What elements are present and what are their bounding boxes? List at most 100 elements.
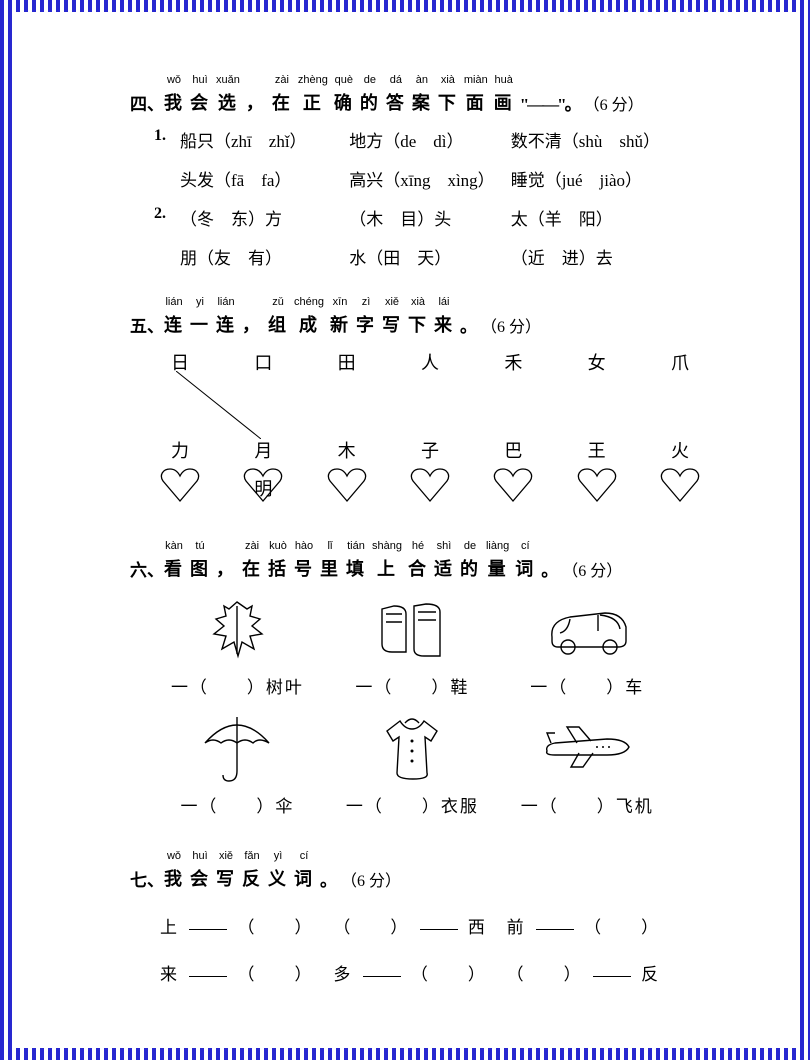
q4-cell: （冬 东）方 <box>180 205 349 230</box>
q5-bottom-col: 火 <box>660 437 700 503</box>
q6-label: 一（ ）飞机 <box>500 792 675 817</box>
umbrella-icon <box>150 712 325 784</box>
q7-cell: 来 （ ） <box>160 960 333 985</box>
dash-icon <box>536 929 574 930</box>
heart-icon <box>660 467 700 503</box>
q6-item: 一（ ）伞 <box>150 712 325 817</box>
q7-cell: （ ） 反 <box>507 960 680 985</box>
q7-title-chars: wǒ我huì会xiě写fǎn反yì义cí词 <box>164 851 320 891</box>
ruby-char: xià下 <box>438 75 458 115</box>
ruby-char: lái来 <box>434 297 454 337</box>
q6-label: 一（ ）鞋 <box>325 673 500 698</box>
q5-bottom-char: 子 <box>410 437 450 463</box>
q5-heart-blank <box>660 467 700 503</box>
q7-prefix: 七、 <box>130 866 164 891</box>
q5-top-char: 人 <box>410 349 450 375</box>
q4-num: 2. <box>154 205 180 230</box>
ruby-char: huì会 <box>190 851 210 891</box>
q4-cell: 头发（fā fa） <box>180 166 349 191</box>
q7-points: （6 分） <box>341 867 401 891</box>
ruby-char: wǒ我 <box>164 75 184 115</box>
ruby-char: xiě写 <box>216 851 236 891</box>
q4-title: 四、 wǒ我huì会xuǎn选，zài在zhèng正què确de的dá答àn案x… <box>130 75 680 115</box>
q5-bottom-char: 王 <box>577 437 617 463</box>
heart-icon <box>577 467 617 503</box>
q5-bottom-char: 月 <box>243 437 283 463</box>
q6-item: 一（ ）衣服 <box>325 712 500 817</box>
q6-item: 一（ ）车 <box>500 593 675 698</box>
q4-rows: 1.船只（zhī zhǐ）地方（de dì）数不清（shù shǔ） 头发（fā … <box>154 127 680 269</box>
q5-bottom-char: 巴 <box>493 437 533 463</box>
q6-title-chars: kàn看tú图，zài在kuò括hào号lǐ里tián填shàng上hé合shì… <box>164 541 541 581</box>
ruby-char: hé合 <box>408 541 428 581</box>
q5-heart-blank <box>410 467 450 503</box>
plane-icon <box>500 712 675 784</box>
ruby-char: shì适 <box>434 541 454 581</box>
ruby-char: ， <box>216 552 236 581</box>
q6-item: 一（ ）鞋 <box>325 593 500 698</box>
heart-icon <box>327 467 367 503</box>
q4-cell: 朋（友 有） <box>180 244 349 269</box>
q6-points: （6 分） <box>562 557 622 581</box>
q6-label: 一（ ）伞 <box>150 792 325 817</box>
ruby-char: xià下 <box>408 297 428 337</box>
dash-icon <box>189 929 227 930</box>
q5-bottom-char: 火 <box>660 437 700 463</box>
ruby-char: zì字 <box>356 297 376 337</box>
q5-bottom-col: 子 <box>410 437 450 503</box>
ruby-char: xīn新 <box>330 297 350 337</box>
q4-num <box>154 166 180 191</box>
ruby-char: lián连 <box>164 297 184 337</box>
ruby-char: yi一 <box>190 297 210 337</box>
q5-bottom-col: 木 <box>327 437 367 503</box>
q5-bottom-char: 力 <box>160 437 200 463</box>
q5-tail: 。 <box>460 312 477 337</box>
q6-label: 一（ ）车 <box>500 673 675 698</box>
q5-bottom-char: 木 <box>327 437 367 463</box>
ruby-char: shàng上 <box>372 541 402 581</box>
q6-prefix: 六、 <box>130 556 164 581</box>
heart-icon <box>493 467 533 503</box>
ruby-char: lǐ里 <box>320 541 340 581</box>
q4-cell: 船只（zhī zhǐ） <box>180 127 349 152</box>
q4-cell: 水（田 天） <box>349 244 511 269</box>
worksheet-page: 四、 wǒ我huì会xuǎn选，zài在zhèng正què确de的dá答àn案x… <box>0 0 810 1047</box>
q4-prefix: 四、 <box>130 90 164 115</box>
q5-heart-blank <box>577 467 617 503</box>
q5-top-char: 爪 <box>660 349 700 375</box>
q5-heart-blank <box>327 467 367 503</box>
q5-points: （6 分） <box>481 313 541 337</box>
q4-row: 1.船只（zhī zhǐ）地方（de dì）数不清（shù shǔ） <box>154 127 680 152</box>
q5-top-char: 田 <box>327 349 367 375</box>
ruby-char: kàn看 <box>164 541 184 581</box>
q5-top-char: 女 <box>577 349 617 375</box>
ruby-char: ， <box>242 308 262 337</box>
clothes-icon <box>325 712 500 784</box>
dash-icon <box>593 976 631 977</box>
leaf-icon <box>150 593 325 665</box>
ruby-char: tián填 <box>346 541 366 581</box>
q4-cell: （木 目）头 <box>349 205 511 230</box>
q5-bottom-col: 力 <box>160 437 200 503</box>
q6-tail: 。 <box>541 556 558 581</box>
q5-heart-blank <box>493 467 533 503</box>
q4-row: 2.（冬 东）方（木 目）头太（羊 阳） <box>154 205 680 230</box>
dash-icon <box>420 929 458 930</box>
heart-icon <box>160 467 200 503</box>
q4-num: 1. <box>154 127 180 152</box>
car-icon <box>500 593 675 665</box>
q7-cell: （ ） 西 <box>333 913 506 938</box>
dash-icon <box>189 976 227 977</box>
ruby-char: zài在 <box>272 75 292 115</box>
ruby-char: chéng成 <box>294 297 324 337</box>
q7-cell: 多 （ ） <box>333 960 506 985</box>
ruby-char: cí词 <box>515 541 535 581</box>
q5-top-char: 禾 <box>493 349 533 375</box>
ruby-char: zhèng正 <box>298 75 328 115</box>
q5-title-chars: lián连yi一lián连，zǔ组chéng成xīn新zì字xiě写xià下lá… <box>164 297 460 337</box>
q4-cell: 太（羊 阳） <box>511 205 680 230</box>
q5-bottom-row: 力月明木子巴王火 <box>160 437 700 503</box>
q6-title: 六、 kàn看tú图，zài在kuò括hào号lǐ里tián填shàng上hé合… <box>130 541 680 581</box>
q7-tail: 。 <box>320 866 337 891</box>
q7-row: 来 （ ）多 （ ）（ ） 反 <box>160 960 680 985</box>
